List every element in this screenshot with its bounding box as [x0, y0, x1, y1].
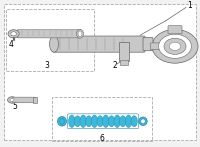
Ellipse shape — [97, 116, 103, 127]
FancyBboxPatch shape — [13, 97, 36, 103]
Text: 5: 5 — [13, 102, 17, 111]
Circle shape — [169, 42, 181, 50]
Ellipse shape — [60, 118, 64, 124]
Ellipse shape — [108, 116, 115, 127]
Ellipse shape — [120, 116, 126, 127]
Bar — [120, 60, 128, 65]
Ellipse shape — [125, 115, 132, 128]
Ellipse shape — [141, 119, 145, 124]
Circle shape — [8, 97, 16, 103]
Circle shape — [159, 34, 191, 58]
Bar — [6, 9, 94, 71]
Text: 3: 3 — [45, 61, 49, 70]
Circle shape — [164, 38, 186, 54]
Text: 4: 4 — [9, 40, 13, 49]
FancyBboxPatch shape — [150, 43, 172, 50]
Ellipse shape — [50, 36, 58, 52]
Circle shape — [152, 29, 198, 63]
Bar — [33, 97, 37, 103]
Bar — [119, 42, 129, 61]
Ellipse shape — [76, 29, 84, 38]
Ellipse shape — [58, 116, 66, 126]
Ellipse shape — [86, 116, 92, 127]
Ellipse shape — [131, 116, 137, 127]
Text: 1: 1 — [188, 1, 192, 10]
FancyBboxPatch shape — [143, 37, 153, 51]
Bar — [52, 97, 152, 141]
Text: 2: 2 — [113, 61, 117, 70]
Circle shape — [10, 98, 14, 101]
FancyBboxPatch shape — [17, 30, 81, 38]
Ellipse shape — [139, 117, 147, 126]
Ellipse shape — [74, 116, 81, 127]
Text: 6: 6 — [100, 134, 104, 143]
FancyBboxPatch shape — [53, 36, 145, 52]
Ellipse shape — [91, 115, 98, 128]
FancyBboxPatch shape — [168, 26, 182, 34]
Ellipse shape — [103, 115, 109, 128]
Ellipse shape — [78, 31, 82, 37]
Ellipse shape — [114, 115, 120, 128]
Circle shape — [11, 32, 16, 36]
Ellipse shape — [80, 115, 86, 128]
Circle shape — [8, 30, 19, 38]
Ellipse shape — [69, 115, 75, 128]
